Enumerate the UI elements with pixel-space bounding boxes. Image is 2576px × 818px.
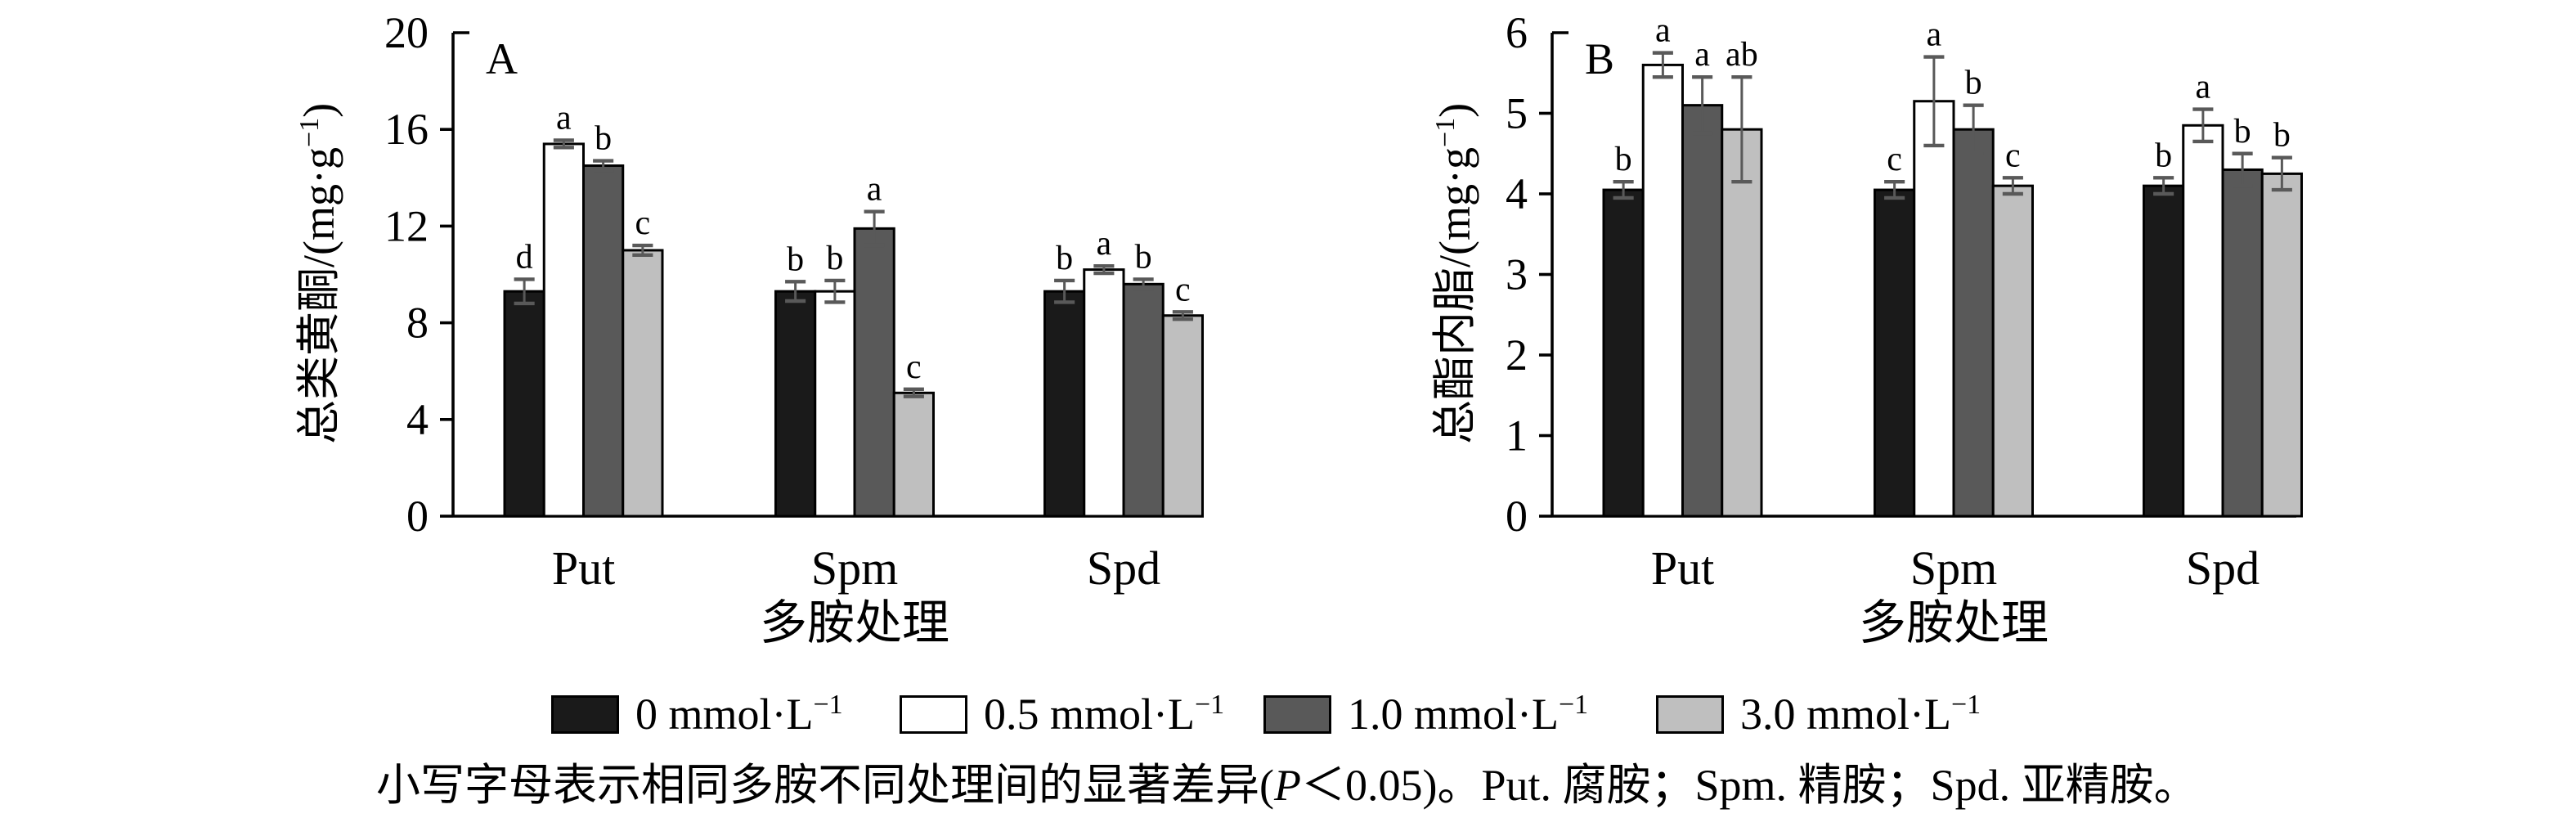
svg-text:Spm: Spm <box>811 542 898 595</box>
svg-text:0: 0 <box>1506 492 1528 541</box>
svg-text:b: b <box>595 120 612 158</box>
svg-text:b: b <box>1135 238 1152 276</box>
svg-text:12: 12 <box>384 201 429 250</box>
svg-text:3: 3 <box>1506 250 1528 299</box>
svg-text:B: B <box>1585 34 1614 83</box>
svg-text:a: a <box>1694 36 1710 74</box>
svg-text:Spm: Spm <box>1910 542 1997 595</box>
svg-text:b: b <box>1056 240 1073 277</box>
svg-text:6: 6 <box>1506 8 1528 57</box>
svg-text:b: b <box>826 240 843 277</box>
svg-text:Spd: Spd <box>2186 542 2260 595</box>
svg-text:a: a <box>1097 225 1112 263</box>
svg-text:c: c <box>1175 271 1191 308</box>
svg-text:Put: Put <box>1651 542 1714 595</box>
svg-text:0: 0 <box>406 492 429 541</box>
svg-text:b: b <box>787 240 804 278</box>
svg-text:5: 5 <box>1506 89 1528 138</box>
svg-text:a: a <box>1927 16 1942 54</box>
svg-text:a: a <box>1655 12 1671 50</box>
svg-text:1: 1 <box>1506 411 1528 461</box>
svg-text:b: b <box>2234 113 2251 151</box>
svg-text:8: 8 <box>406 299 429 348</box>
svg-text:A: A <box>486 34 518 83</box>
svg-text:Spd: Spd <box>1087 542 1160 595</box>
svg-text:Put: Put <box>552 542 615 595</box>
svg-text:a: a <box>2196 69 2211 106</box>
svg-text:c: c <box>2005 137 2021 174</box>
svg-text:4: 4 <box>406 395 429 444</box>
svg-text:a: a <box>867 171 882 209</box>
svg-text:c: c <box>635 204 651 242</box>
svg-text:c: c <box>1887 141 1902 178</box>
svg-text:16: 16 <box>384 105 429 154</box>
svg-text:a: a <box>556 100 572 137</box>
svg-text:b: b <box>1965 65 1982 102</box>
svg-text:d: d <box>516 238 533 276</box>
svg-text:b: b <box>1615 141 1632 178</box>
svg-text:20: 20 <box>384 8 429 57</box>
svg-text:c: c <box>906 348 922 386</box>
svg-text:b: b <box>2155 137 2172 174</box>
svg-text:ab: ab <box>1726 36 1758 74</box>
svg-text:4: 4 <box>1506 169 1528 218</box>
svg-text:2: 2 <box>1506 330 1528 380</box>
svg-text:b: b <box>2273 117 2291 155</box>
